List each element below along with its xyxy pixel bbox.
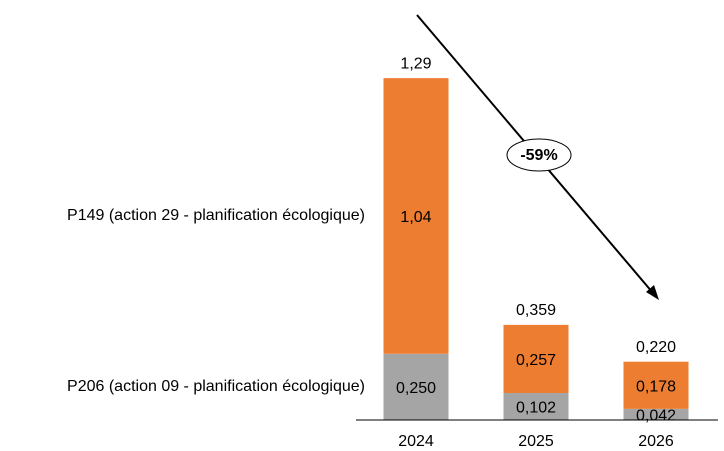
annotation-bubble (506, 138, 572, 172)
annotation: -59% (520, 147, 557, 164)
x-tick-label: 2026 (638, 433, 674, 450)
total-label: 0,359 (516, 302, 556, 319)
total-label: 1,29 (400, 55, 431, 72)
bar-segment (383, 78, 449, 354)
x-tick-label: 2024 (398, 433, 434, 450)
legend-label: P206 (action 09 - planification écologiq… (67, 378, 365, 395)
value-label: 1,04 (400, 209, 431, 226)
value-label: 0,250 (396, 380, 436, 397)
bar-segment (503, 324, 569, 393)
value-label: 0,257 (516, 352, 556, 369)
bar-segment (503, 392, 569, 420)
value-label: 0,178 (636, 379, 676, 396)
arrow-head (646, 285, 659, 300)
bar-segment (623, 361, 689, 409)
bar-segment (383, 353, 449, 420)
total-label: 0,220 (636, 339, 676, 356)
legend-label: P149 (action 29 - planification écologiq… (67, 207, 365, 224)
value-label: 0,102 (516, 400, 556, 417)
x-tick-label: 2025 (518, 433, 554, 450)
value-label: 0,042 (636, 408, 676, 425)
bar-segment (623, 408, 689, 420)
